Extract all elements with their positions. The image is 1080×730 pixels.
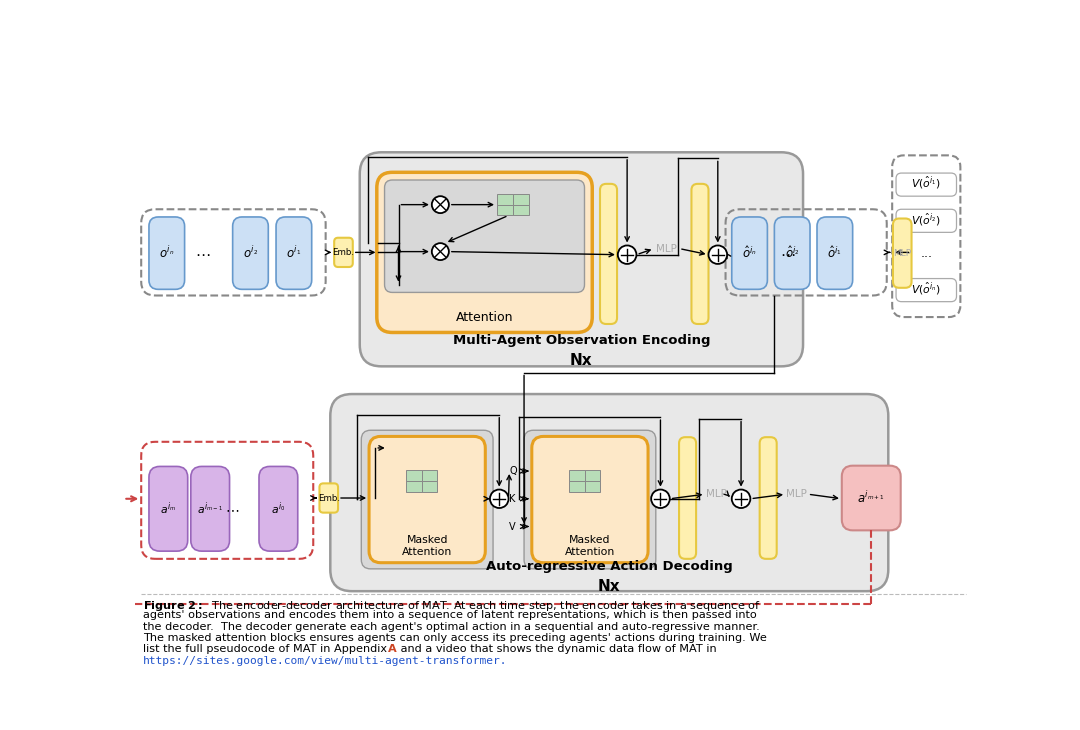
Text: V: V <box>510 521 516 531</box>
Bar <box>584 470 600 481</box>
Text: A: A <box>389 645 397 655</box>
Circle shape <box>708 245 727 264</box>
Text: $a^{i_{m-1}}$: $a^{i_{m-1}}$ <box>198 501 224 517</box>
Bar <box>422 481 437 492</box>
Circle shape <box>490 490 509 508</box>
Text: Auto-regressive Action Decoding: Auto-regressive Action Decoding <box>486 560 732 573</box>
Text: MLP: MLP <box>657 244 677 253</box>
Circle shape <box>732 490 751 508</box>
Bar <box>513 194 529 204</box>
FancyBboxPatch shape <box>524 430 656 569</box>
Text: ...: ... <box>920 247 932 261</box>
Text: MLP: MLP <box>786 489 807 499</box>
FancyBboxPatch shape <box>600 184 617 324</box>
Text: $o^{i_n}$: $o^{i_n}$ <box>159 245 175 261</box>
Circle shape <box>651 490 670 508</box>
Text: Nx: Nx <box>598 579 621 594</box>
Text: $a^{i_0}$: $a^{i_0}$ <box>271 501 285 517</box>
FancyBboxPatch shape <box>531 437 648 563</box>
Text: Nx: Nx <box>570 353 593 368</box>
FancyBboxPatch shape <box>149 217 185 289</box>
Text: Multi-Agent Observation Encoding: Multi-Agent Observation Encoding <box>453 334 711 347</box>
Bar <box>569 481 584 492</box>
Text: $o^{i_1}$: $o^{i_1}$ <box>286 245 301 261</box>
Text: Attention: Attention <box>456 310 513 323</box>
Text: $\mathbf{Figure\ 2:}$  The encoder-decoder architecture of MAT. At each time ste: $\mathbf{Figure\ 2:}$ The encoder-decode… <box>143 599 760 613</box>
Text: The masked attention blocks ensures agents can only access its preceding agents': The masked attention blocks ensures agen… <box>143 633 767 643</box>
FancyBboxPatch shape <box>330 394 889 591</box>
FancyBboxPatch shape <box>362 430 494 569</box>
FancyBboxPatch shape <box>232 217 268 289</box>
Text: $\hat{o}^{i_1}$: $\hat{o}^{i_1}$ <box>827 245 842 261</box>
Bar <box>406 470 422 481</box>
Text: $\hat{o}^{i_n}$: $\hat{o}^{i_n}$ <box>742 245 757 261</box>
FancyBboxPatch shape <box>369 437 485 563</box>
Text: $V(\hat{o}^{i_n})$: $V(\hat{o}^{i_n})$ <box>912 281 941 298</box>
FancyBboxPatch shape <box>896 210 957 232</box>
Circle shape <box>432 196 449 213</box>
Text: list the full pseudocode of MAT in Appendix: list the full pseudocode of MAT in Appen… <box>143 645 390 655</box>
FancyBboxPatch shape <box>259 466 298 551</box>
Text: Emb.: Emb. <box>318 493 340 502</box>
Bar <box>513 204 529 215</box>
Text: $\cdots$: $\cdots$ <box>225 502 239 516</box>
FancyBboxPatch shape <box>276 217 312 289</box>
Text: Masked
Attention: Masked Attention <box>402 534 453 557</box>
Text: the decoder.  The decoder generate each agent's optimal action in a sequential a: the decoder. The decoder generate each a… <box>143 622 759 631</box>
Circle shape <box>618 245 636 264</box>
FancyBboxPatch shape <box>893 218 912 288</box>
FancyBboxPatch shape <box>149 466 188 551</box>
Text: Emb.: Emb. <box>333 248 354 257</box>
FancyBboxPatch shape <box>841 466 901 531</box>
Text: $\hat{o}^{i_2}$: $\hat{o}^{i_2}$ <box>785 245 799 261</box>
FancyBboxPatch shape <box>732 217 768 289</box>
Text: Masked
Attention: Masked Attention <box>565 534 615 557</box>
FancyBboxPatch shape <box>896 173 957 196</box>
Bar <box>422 470 437 481</box>
Bar <box>406 481 422 492</box>
FancyBboxPatch shape <box>320 483 338 512</box>
FancyBboxPatch shape <box>377 172 592 332</box>
Text: agents' observations and encodes them into a sequence of latent representations,: agents' observations and encodes them in… <box>143 610 756 620</box>
Bar <box>497 204 513 215</box>
FancyBboxPatch shape <box>334 238 353 267</box>
Text: K: K <box>510 493 516 504</box>
Text: and a video that shows the dynamic data flow of MAT in: and a video that shows the dynamic data … <box>397 645 716 655</box>
Bar <box>497 194 513 204</box>
Bar <box>569 470 584 481</box>
Text: $\cdots$: $\cdots$ <box>195 246 211 261</box>
Text: MLP: MLP <box>706 489 727 499</box>
Text: Q: Q <box>510 466 517 476</box>
Text: $V(\hat{o}^{i_1})$: $V(\hat{o}^{i_1})$ <box>912 175 941 193</box>
FancyBboxPatch shape <box>759 437 777 559</box>
FancyBboxPatch shape <box>191 466 230 551</box>
FancyBboxPatch shape <box>384 180 584 293</box>
Text: $o^{i_2}$: $o^{i_2}$ <box>243 245 258 261</box>
FancyBboxPatch shape <box>774 217 810 289</box>
Text: $V(\hat{o}^{i_2})$: $V(\hat{o}^{i_2})$ <box>912 212 941 228</box>
FancyBboxPatch shape <box>896 279 957 301</box>
Text: MLP: MLP <box>893 249 912 258</box>
Text: https://sites.google.com/view/multi-agent-transformer.: https://sites.google.com/view/multi-agen… <box>143 656 508 666</box>
FancyBboxPatch shape <box>679 437 697 559</box>
Text: $a^{i_m}$: $a^{i_m}$ <box>160 501 176 517</box>
Bar <box>584 481 600 492</box>
Circle shape <box>432 243 449 260</box>
FancyBboxPatch shape <box>360 153 804 366</box>
FancyBboxPatch shape <box>816 217 852 289</box>
Text: $\cdots$: $\cdots$ <box>780 246 795 261</box>
FancyBboxPatch shape <box>691 184 708 324</box>
Text: $a^{i_{m+1}}$: $a^{i_{m+1}}$ <box>858 490 886 506</box>
